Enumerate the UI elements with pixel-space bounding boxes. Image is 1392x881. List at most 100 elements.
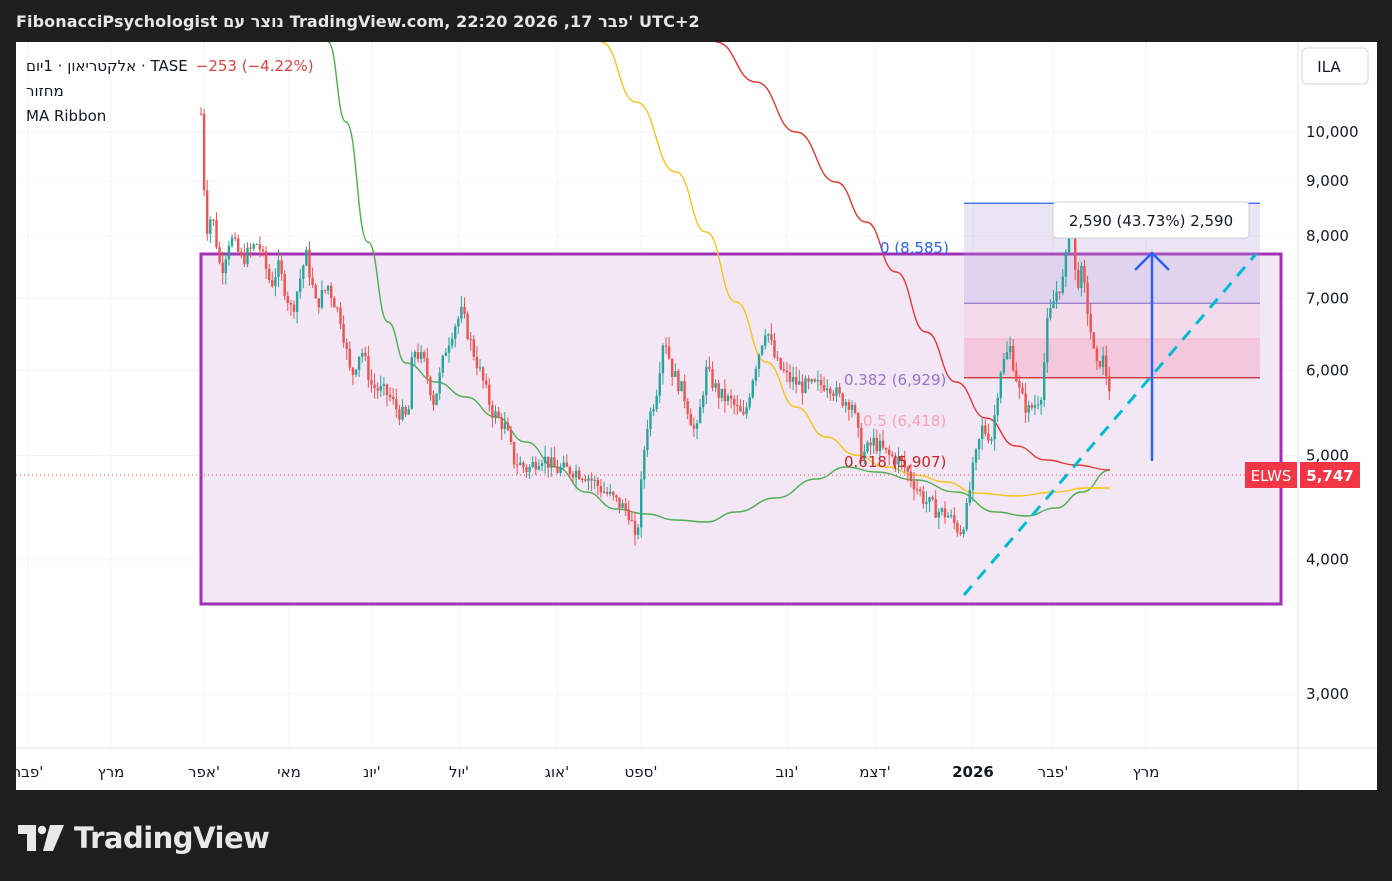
candle-body [736,404,739,407]
candle-body [1080,266,1083,288]
candle-body [457,318,460,327]
candle-body [1089,314,1092,333]
price-badge: 5,747 [1300,462,1360,488]
time-label: אפר' [188,763,220,781]
candle-body [348,348,351,368]
price-badge-text: 5,747 [1306,467,1353,485]
time-label: ספט' [625,763,658,781]
candle-body [943,508,947,518]
candle-body [990,439,993,441]
range-rectangle[interactable] [199,252,1283,606]
candle-body [937,511,940,518]
brand-name: TradingView [74,821,270,855]
candle-body [677,371,680,392]
price-ticks[interactable]: 3,000 4,000 5,000 6,000 7,000 8,000 9,000 10,00… [1306,123,1359,703]
candle-body [915,489,919,491]
candle-body [838,387,841,394]
candle-body [361,352,364,357]
currency-label: ILA [1317,58,1341,76]
fib-label-618: 0.618 (5,907) [844,453,946,471]
fib-zone-382-5 [964,303,1260,340]
candle-body [1018,381,1021,388]
time-axis[interactable]: פבר' מרץ אפר' מאי יונ' יול' אוג' ספט' נוב' דצמ' 20… [16,763,1159,781]
change-value: −253 (−4.22%) [195,57,314,75]
candle-body [695,423,699,429]
candle-body [382,384,386,387]
candle-body [832,393,835,396]
candle-body [317,298,320,308]
candle-body [516,464,519,466]
candle-body [531,462,534,467]
candle-body [946,515,950,518]
candle-body [491,404,494,418]
candle-body [463,306,466,314]
candle-body [246,247,249,265]
candle-body [652,409,655,412]
candle-body [1083,266,1086,283]
candle-body [330,285,333,299]
chart-frame[interactable]: 0 (8,585) 0.382 (6,929) 0.5 (6,418) 0.61… [16,42,1377,790]
candle-body [751,380,754,398]
candle-body [308,249,311,278]
candle-body [739,406,742,412]
candle-body [478,367,482,369]
candle-body [336,307,339,309]
candle-body [1055,291,1058,302]
candle-body [922,491,925,504]
candle-body [1021,387,1024,394]
candle-body [373,384,376,389]
candle-body [584,479,587,481]
candle-body [289,302,293,305]
candle-body [878,440,882,452]
measure-tooltip: 2,590 (43.73%) 2,590 [1052,201,1250,239]
candle-body [977,438,981,450]
candle-body [410,357,413,410]
candle-body [894,456,897,465]
price-tick-label: 6,000 [1306,361,1349,379]
candle-body [224,259,227,274]
candle-body [1046,317,1049,363]
candle-body [1002,359,1006,373]
candle-body [540,463,544,467]
candle-body [863,451,866,459]
currency-box[interactable]: ILA [1301,47,1369,85]
candle-body [481,367,485,381]
fib-label-382: 0.382 (6,929) [844,371,946,389]
candle-body [847,402,851,410]
candle-body [280,260,283,275]
price-tick-label: 9,000 [1306,172,1349,190]
candle-body [212,219,215,221]
candle-body [596,479,599,487]
candle-body [447,345,451,353]
candle-body [237,238,240,252]
candle-body [714,383,717,388]
candle-body [646,429,649,451]
candle-body [872,437,875,446]
candle-body [853,405,857,413]
price-chart[interactable]: 0 (8,585) 0.382 (6,929) 0.5 (6,418) 0.61… [16,42,1377,790]
candle-body [450,338,454,346]
measure-arrow[interactable] [1134,251,1170,461]
candle-body [339,307,342,325]
indicator-label[interactable]: MA Ribbon [26,107,107,125]
candle-body [345,342,348,349]
candle-body [519,462,522,465]
candle-body [429,377,432,396]
candle-body [295,291,299,312]
candle-body [323,290,327,292]
candle-body [460,306,463,319]
candle-body [950,515,953,517]
trendline[interactable] [962,253,1258,596]
candle-body [419,352,423,359]
time-label: מאי [277,763,301,781]
candle-body [764,335,767,346]
candle-body [264,251,268,270]
candle-body [869,442,872,446]
time-label: פבר' [1038,763,1069,781]
tradingview-logo-icon [18,825,64,851]
candle-body [302,265,305,279]
ma-mid-line [600,42,1110,497]
candle-body [1015,370,1018,382]
candle-body [494,411,497,418]
candle-body [705,366,708,396]
